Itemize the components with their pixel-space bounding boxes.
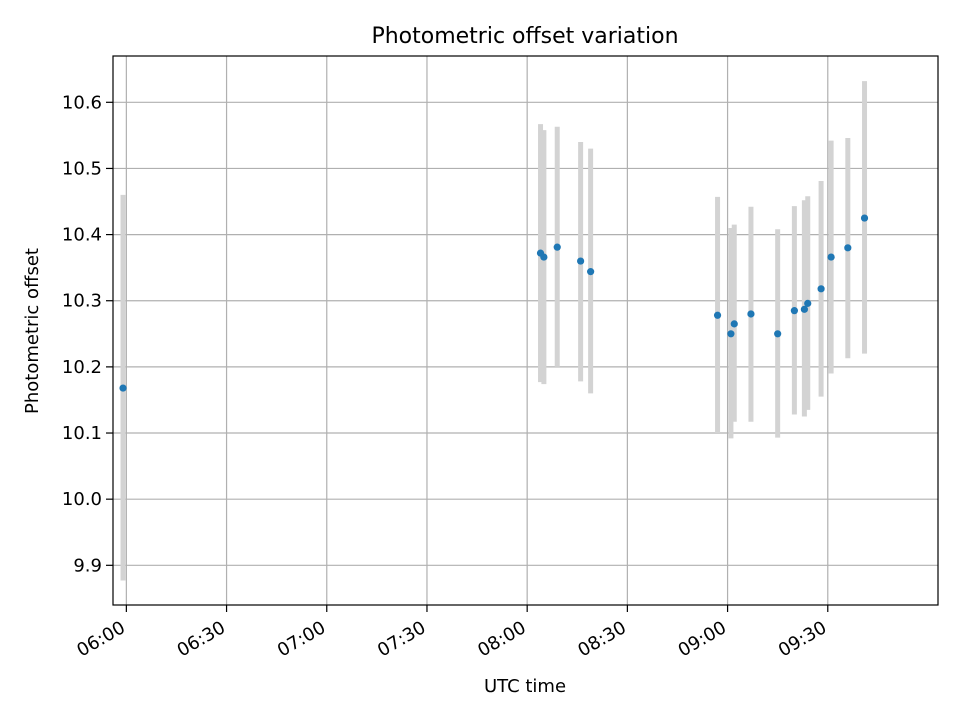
- x-tick-label: 07:00: [274, 617, 329, 661]
- y-tick-label: 10.3: [62, 291, 102, 312]
- data-point: [804, 299, 812, 307]
- y-axis-label: Photometric offset: [22, 248, 43, 414]
- data-point: [553, 243, 561, 251]
- y-tick-label: 10.5: [62, 158, 102, 179]
- y-tick-label: 9.9: [73, 555, 102, 576]
- data-point: [587, 268, 595, 276]
- data-point: [774, 330, 782, 338]
- error-bars: [120, 81, 868, 581]
- x-tick-label: 06:30: [174, 617, 229, 661]
- data-point: [119, 384, 127, 392]
- y-tick-label: 10.4: [62, 225, 102, 246]
- data-point: [713, 311, 722, 319]
- y-tick-label: 10.2: [62, 357, 102, 378]
- x-tick-label: 08:30: [574, 617, 629, 661]
- x-axis-label: UTC time: [484, 676, 566, 697]
- x-tick-label: 06:00: [73, 617, 128, 661]
- y-tick-label: 10.6: [62, 92, 102, 113]
- data-point: [790, 307, 798, 315]
- data-point: [827, 253, 835, 261]
- x-tick-label: 09:00: [675, 617, 730, 661]
- data-point: [727, 330, 735, 338]
- data-point: [747, 310, 755, 318]
- grid: [113, 56, 938, 605]
- data-point: [540, 253, 548, 261]
- chart-title: Photometric offset variation: [371, 24, 678, 49]
- x-tick-label: 07:30: [374, 617, 429, 661]
- plot-frame: [112, 55, 939, 606]
- data-point: [800, 305, 808, 313]
- data-point: [860, 214, 869, 222]
- data-point: [817, 285, 825, 293]
- data-points: [119, 214, 869, 392]
- x-tick-label: 09:30: [775, 617, 830, 661]
- y-tick-label: 10.1: [62, 423, 102, 444]
- data-point: [730, 320, 738, 328]
- data-point: [844, 244, 852, 252]
- y-axis-ticks: 9.9 10.0 10.1 10.2 10.3 10.4 10.5 10.6: [62, 92, 113, 576]
- x-tick-label: 08:00: [474, 617, 529, 661]
- x-axis-ticks: 06:00 06:30 07:00 07:30 08:00 08:30 09:00 09:30: [73, 605, 830, 661]
- y-tick-label: 10.0: [62, 489, 102, 510]
- data-point: [577, 257, 585, 265]
